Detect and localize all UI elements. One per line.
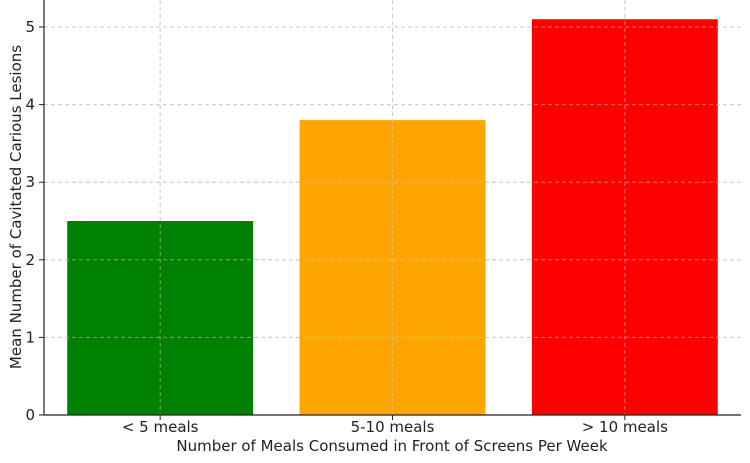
- bars: [44, 0, 741, 416]
- y-tick-label: 3: [25, 173, 35, 191]
- axes: [39, 0, 741, 420]
- y-tick-labels: 0 1 2 3 4 5: [25, 18, 35, 424]
- x-tick-labels: < 5 meals 5-10 meals > 10 meals: [122, 418, 668, 436]
- y-tick-label: 4: [25, 96, 35, 114]
- y-tick-label: 5: [25, 18, 35, 36]
- y-tick-label: 0: [25, 406, 35, 424]
- x-tick-label: 5-10 meals: [351, 418, 435, 436]
- y-tick-label: 1: [25, 328, 35, 346]
- x-axis-label: Number of Meals Consumed in Front of Scr…: [176, 437, 608, 455]
- y-axis-label: Mean Number of Cavitated Carious Lesions: [7, 45, 25, 369]
- x-tick-label: < 5 meals: [122, 418, 199, 436]
- y-tick-label: 2: [25, 251, 35, 269]
- x-tick-label: > 10 meals: [582, 418, 668, 436]
